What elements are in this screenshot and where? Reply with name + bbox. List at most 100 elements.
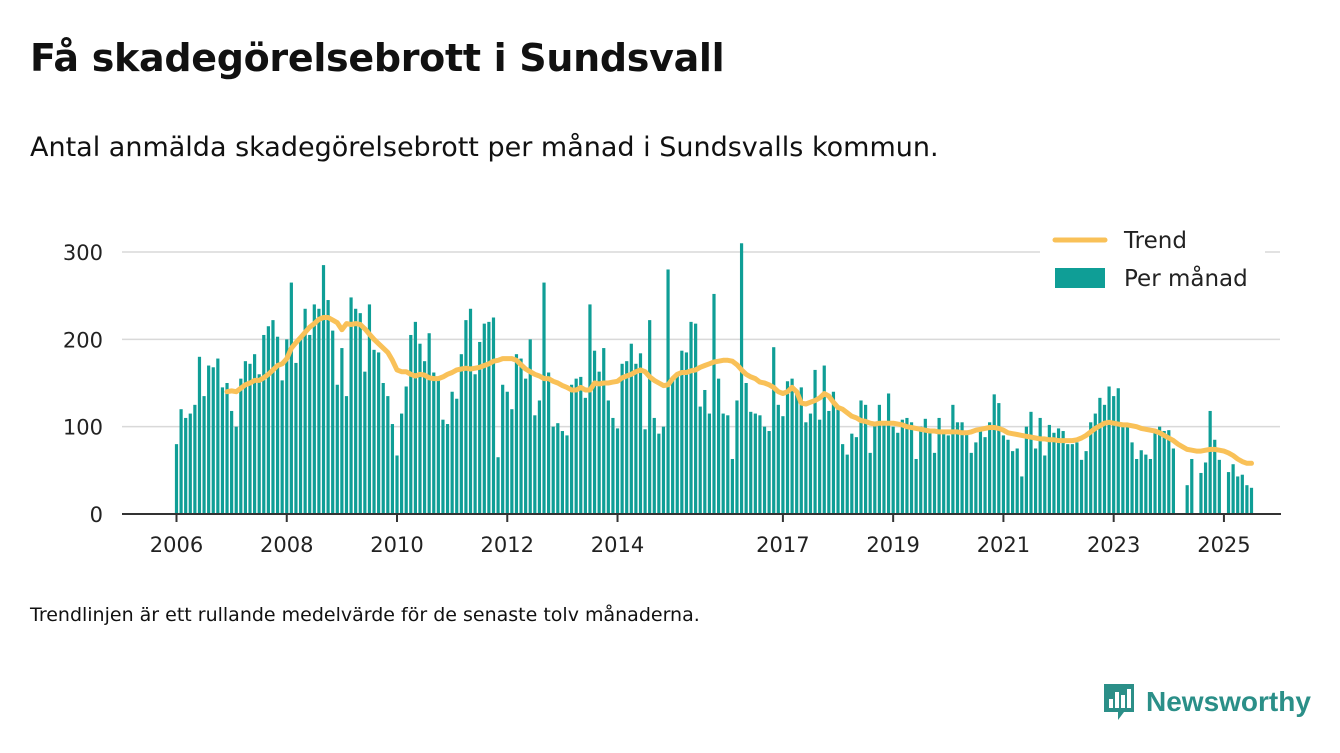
bar	[652, 417, 656, 514]
bar	[1079, 459, 1084, 514]
bar	[937, 417, 941, 514]
bar	[1112, 396, 1116, 514]
bar	[1020, 476, 1024, 514]
bar	[698, 406, 702, 514]
bar	[1171, 448, 1175, 514]
bar	[331, 330, 335, 514]
x-tick-label: 2017	[756, 533, 809, 557]
bar	[188, 413, 192, 514]
bar	[588, 304, 592, 514]
bar	[992, 394, 996, 514]
bar	[730, 458, 734, 514]
bar	[459, 354, 463, 514]
bar	[845, 454, 849, 514]
bar	[252, 354, 257, 514]
y-axis-ticks: 0 100 200 300	[63, 241, 103, 527]
bar	[831, 391, 836, 514]
bar	[1240, 474, 1244, 514]
bar	[533, 415, 537, 514]
bar	[344, 396, 349, 514]
bar	[946, 435, 950, 514]
bar	[882, 422, 886, 514]
bar	[321, 265, 326, 514]
bar	[1056, 428, 1061, 514]
bar	[528, 339, 532, 514]
bar	[569, 384, 574, 514]
x-tick-label: 2008	[260, 533, 313, 557]
x-tick-label: 2010	[370, 533, 423, 557]
bar	[707, 413, 712, 514]
bar	[712, 293, 716, 514]
bar	[271, 320, 275, 514]
bar	[225, 383, 229, 514]
y-tick-label: 0	[90, 503, 103, 527]
bar	[409, 334, 413, 514]
bar	[418, 343, 422, 514]
bar	[400, 413, 404, 514]
bar	[859, 400, 863, 514]
bar	[753, 413, 757, 514]
bar	[1245, 485, 1249, 514]
bar	[386, 396, 390, 514]
bar	[441, 419, 445, 514]
bar	[997, 403, 1001, 514]
bar	[795, 391, 799, 514]
bar	[1024, 426, 1028, 514]
bar	[749, 411, 753, 514]
bar	[202, 396, 206, 514]
bar	[919, 426, 923, 514]
bar	[257, 374, 261, 514]
bar	[969, 452, 973, 514]
bar	[565, 435, 569, 514]
bar	[1038, 417, 1042, 514]
legend-label-trend: Trend	[1123, 228, 1187, 254]
bar	[850, 433, 854, 514]
bar	[983, 437, 987, 514]
bar	[625, 361, 629, 514]
bar	[1139, 450, 1143, 514]
bar	[1185, 485, 1189, 514]
bar	[524, 378, 528, 514]
bar	[671, 378, 675, 514]
bar	[905, 417, 909, 514]
trend-line	[224, 315, 1254, 466]
bar	[629, 343, 633, 514]
bar	[560, 431, 564, 514]
bar	[1199, 472, 1203, 514]
x-tick-label: 2025	[1197, 533, 1250, 557]
bar	[932, 452, 937, 514]
bar	[615, 428, 620, 514]
bar	[1011, 451, 1015, 514]
x-tick-label: 2006	[150, 533, 203, 557]
bar	[1061, 431, 1065, 514]
bar	[684, 352, 689, 514]
bar	[739, 243, 744, 515]
bar	[184, 417, 188, 514]
bar	[1217, 459, 1221, 514]
bar	[606, 400, 610, 514]
bar	[207, 365, 211, 514]
bar	[620, 363, 624, 514]
bar	[1153, 430, 1157, 514]
bar	[372, 349, 376, 514]
bar	[367, 304, 372, 514]
y-tick-label: 300	[63, 241, 103, 265]
bar	[496, 457, 500, 514]
bar	[592, 350, 597, 514]
brand-logo: Newsworthy	[1102, 682, 1311, 722]
bar	[413, 321, 417, 514]
bar	[634, 363, 638, 514]
bar	[960, 422, 964, 514]
bar	[776, 404, 780, 514]
x-tick-label: 2023	[1087, 533, 1140, 557]
bar	[762, 426, 767, 514]
bar	[1148, 458, 1153, 514]
bar	[974, 442, 978, 514]
bar	[1066, 444, 1070, 514]
bar	[1070, 444, 1074, 514]
bar	[951, 404, 955, 514]
bar	[1047, 424, 1051, 514]
bar	[436, 378, 440, 514]
bar	[294, 362, 298, 514]
